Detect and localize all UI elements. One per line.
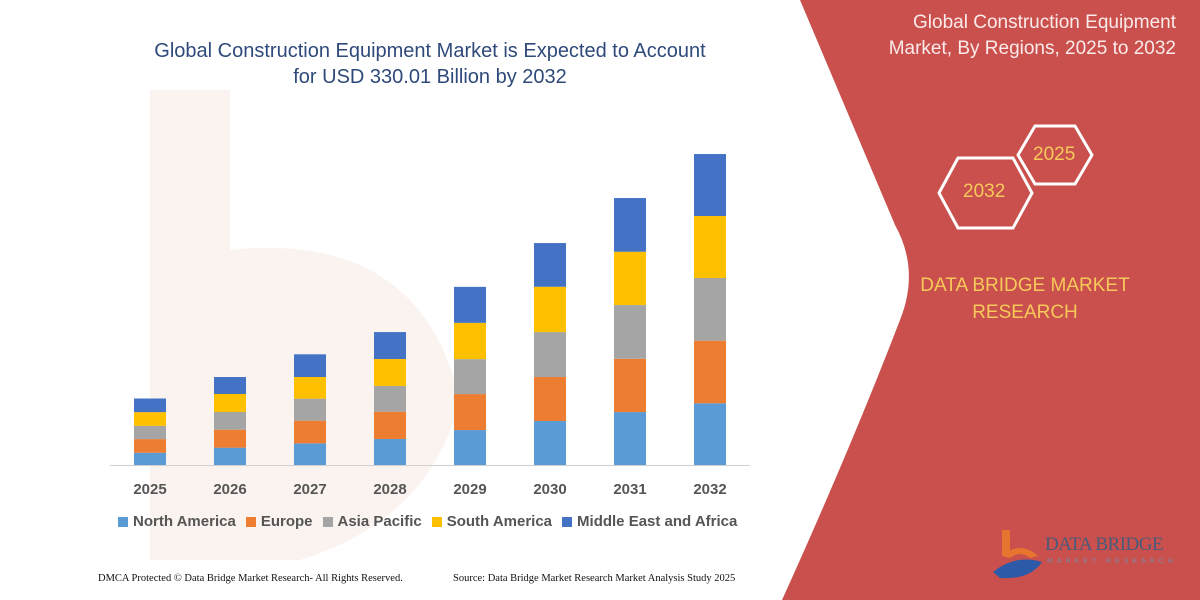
x-tick-label: 2031 bbox=[613, 481, 646, 498]
bar-2026-north-america bbox=[214, 447, 246, 465]
bar-2028-europe bbox=[374, 411, 406, 439]
legend-swatch bbox=[118, 516, 128, 527]
bar-2026-asia-pacific bbox=[214, 411, 246, 430]
legend-swatch bbox=[562, 516, 573, 527]
bar-2027-south-america bbox=[294, 377, 326, 399]
bar-2031-north-america bbox=[614, 412, 646, 465]
bar-2026-middle-east-and-africa bbox=[214, 377, 246, 394]
bar-2026-europe bbox=[214, 429, 246, 448]
bar-2031-asia-pacific bbox=[614, 305, 646, 359]
bar-2029-north-america bbox=[454, 430, 486, 465]
bar-2029-europe bbox=[454, 394, 486, 431]
bar-2028-south-america bbox=[374, 359, 406, 386]
footer-source: Source: Data Bridge Market Research Mark… bbox=[453, 573, 736, 584]
bar-2031-middle-east-and-africa bbox=[614, 198, 646, 252]
x-tick-label: 2030 bbox=[533, 481, 566, 498]
data-bridge-logo-icon bbox=[993, 530, 1042, 579]
side-panel-title: Global Construction Equipment Market, By… bbox=[846, 10, 1176, 62]
legend-item: Asia Pacific bbox=[322, 513, 422, 530]
legend-item: Middle East and Africa bbox=[562, 513, 737, 530]
bar-2028-north-america bbox=[374, 439, 406, 465]
bar-2032-asia-pacific bbox=[694, 278, 726, 341]
chart-title: Global Construction Equipment Market is … bbox=[100, 38, 760, 90]
x-tick-label: 2027 bbox=[293, 481, 326, 498]
bar-2027-asia-pacific bbox=[294, 398, 326, 421]
side-title-line-2: Market, By Regions, 2025 to 2032 bbox=[888, 38, 1176, 59]
bar-2025-north-america bbox=[134, 452, 166, 465]
legend-item: North America bbox=[118, 513, 236, 530]
x-tick-label: 2029 bbox=[453, 481, 486, 498]
bar-2031-europe bbox=[614, 358, 646, 413]
legend-item: Europe bbox=[245, 513, 313, 530]
hex-2032-outline bbox=[937, 156, 1034, 230]
footer-copyright: DMCA Protected © Data Bridge Market Rese… bbox=[98, 573, 403, 584]
hex-2025-outline bbox=[1016, 124, 1094, 186]
x-tick-label: 2032 bbox=[693, 481, 726, 498]
legend-label: Asia Pacific bbox=[337, 513, 422, 530]
bar-2027-europe bbox=[294, 420, 326, 444]
legend-label: South America bbox=[446, 513, 553, 530]
legend-swatch bbox=[245, 516, 256, 527]
bar-2028-middle-east-and-africa bbox=[374, 332, 406, 360]
brand-line-2: RESEARCH bbox=[972, 302, 1078, 323]
legend-label: Europe bbox=[260, 513, 313, 530]
chart-legend: North America Europe Asia Pacific South Ame… bbox=[118, 513, 737, 530]
bar-2032-south-america bbox=[694, 216, 726, 279]
x-tick-label: 2028 bbox=[373, 481, 406, 498]
hex-2025-label: 2025 bbox=[1033, 144, 1076, 165]
x-tick-label: 2025 bbox=[133, 481, 166, 498]
legend-item: South America bbox=[431, 513, 553, 530]
bar-2025-south-america bbox=[134, 412, 166, 426]
title-line-2: for USD 330.01 Billion by 2032 bbox=[293, 66, 567, 88]
x-tick-label: 2026 bbox=[213, 481, 246, 498]
bar-2029-middle-east-and-africa bbox=[454, 286, 486, 323]
bar-2027-north-america bbox=[294, 443, 326, 465]
bar-2032-middle-east-and-africa bbox=[694, 154, 726, 217]
bar-2030-asia-pacific bbox=[534, 332, 566, 378]
bar-2027-middle-east-and-africa bbox=[294, 354, 326, 378]
bar-2030-north-america bbox=[534, 421, 566, 465]
bar-2025-europe bbox=[134, 439, 166, 453]
bar-2030-europe bbox=[534, 377, 566, 422]
bar-2029-south-america bbox=[454, 322, 486, 360]
legend-label: North America bbox=[133, 513, 236, 530]
logo-text: DATA BRIDGE bbox=[1045, 534, 1164, 555]
bar-2026-south-america bbox=[214, 393, 246, 412]
legend-label: Middle East and Africa bbox=[577, 513, 738, 530]
chart-plot: 2025 2026 2027 2028 2029 2030 2031 2032 bbox=[110, 154, 750, 498]
bar-2028-asia-pacific bbox=[374, 385, 406, 412]
side-panel bbox=[782, 0, 1200, 600]
bar-2031-south-america bbox=[614, 251, 646, 306]
title-line-1: Global Construction Equipment Market is … bbox=[154, 40, 706, 62]
side-title-line-1: Global Construction Equipment bbox=[913, 12, 1176, 33]
brand-text: DATA BRIDGE MARKET RESEARCH bbox=[920, 272, 1130, 326]
legend-swatch bbox=[431, 516, 442, 527]
logo-subtext: MARKET RESEARCH bbox=[1047, 558, 1177, 565]
bar-2030-middle-east-and-africa bbox=[534, 243, 566, 287]
brand-line-1: DATA BRIDGE MARKET bbox=[920, 275, 1130, 296]
bar-2025-asia-pacific bbox=[134, 425, 166, 440]
bar-2030-south-america bbox=[534, 286, 566, 333]
bar-2032-europe bbox=[694, 340, 726, 404]
bar-2032-north-america bbox=[694, 403, 726, 465]
bar-2029-asia-pacific bbox=[454, 359, 486, 395]
legend-swatch bbox=[322, 516, 333, 527]
hex-2032-label: 2032 bbox=[963, 181, 1006, 202]
bar-2025-middle-east-and-africa bbox=[134, 398, 166, 413]
